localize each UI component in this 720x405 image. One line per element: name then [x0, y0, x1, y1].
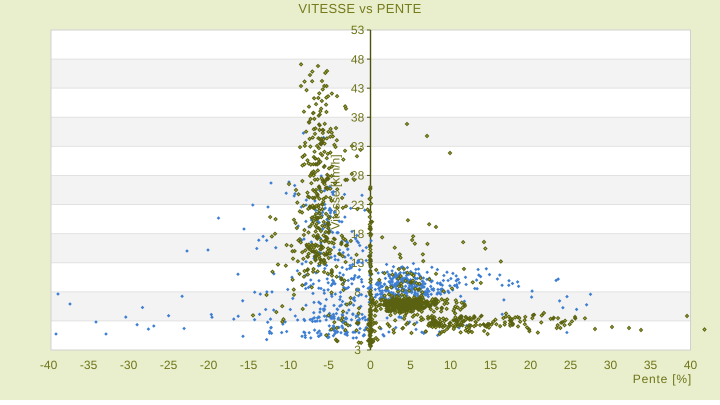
svg-text:-35: -35: [80, 358, 98, 372]
svg-text:40: 40: [684, 358, 698, 372]
svg-text:Pente [%]: Pente [%]: [633, 372, 692, 386]
svg-text:-10: -10: [280, 358, 298, 372]
svg-text:-20: -20: [200, 358, 218, 372]
svg-text:VITESSE vs PENTE: VITESSE vs PENTE: [298, 1, 421, 16]
svg-text:53: 53: [351, 23, 365, 37]
svg-text:38: 38: [351, 110, 365, 124]
svg-text:-40: -40: [40, 358, 58, 372]
svg-text:-5: -5: [323, 358, 334, 372]
svg-text:43: 43: [351, 81, 365, 95]
svg-text:48: 48: [351, 52, 365, 66]
svg-text:35: 35: [644, 358, 658, 372]
svg-text:5: 5: [407, 358, 414, 372]
svg-text:3: 3: [354, 343, 361, 357]
svg-text:20: 20: [524, 358, 538, 372]
svg-text:0: 0: [367, 358, 374, 372]
svg-text:23: 23: [351, 198, 365, 212]
svg-text:30: 30: [604, 358, 618, 372]
svg-text:-15: -15: [240, 358, 258, 372]
svg-text:-25: -25: [160, 358, 178, 372]
svg-text:-30: -30: [120, 358, 138, 372]
svg-text:8: 8: [354, 285, 361, 299]
svg-text:18: 18: [351, 227, 365, 241]
svg-text:10: 10: [444, 358, 458, 372]
svg-text:15: 15: [484, 358, 498, 372]
svg-text:25: 25: [564, 358, 578, 372]
